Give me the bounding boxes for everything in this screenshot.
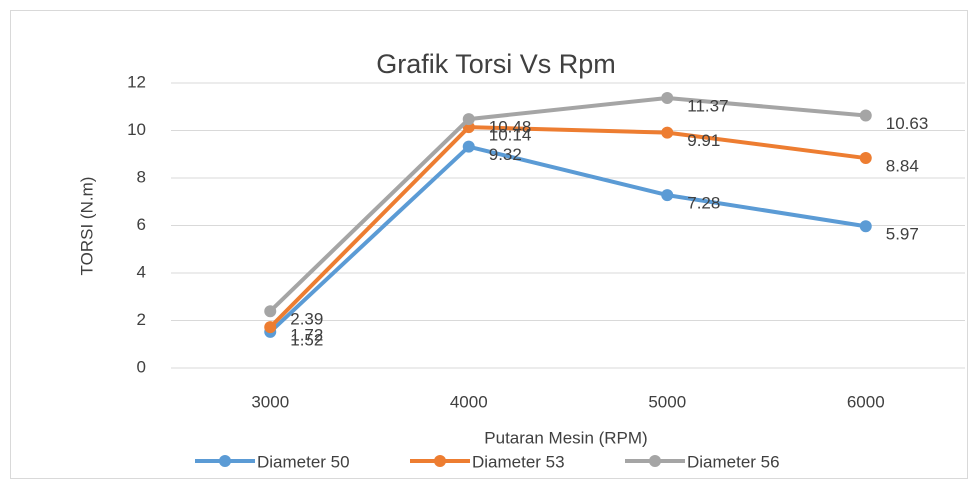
data-point (859, 152, 872, 165)
data-point (661, 91, 674, 104)
data-label: 1.52 (290, 330, 323, 349)
legend-marker (434, 455, 446, 467)
legend-label: Diameter 53 (472, 452, 565, 471)
series-line (268, 95, 866, 313)
data-label: 11.37 (687, 96, 728, 115)
x-tick-label: 5000 (648, 392, 686, 411)
data-label: 10.48 (489, 118, 532, 137)
x-axis-label: Putaran Mesin (RPM) (484, 428, 647, 447)
legend-label: Diameter 50 (257, 452, 350, 471)
data-label: 1.72 (290, 326, 323, 345)
data-point (661, 189, 674, 202)
data-label: 10.63 (886, 114, 929, 133)
data-label: 7.28 (687, 194, 720, 213)
y-tick-label: 12 (127, 72, 146, 91)
data-label: 9.91 (687, 131, 720, 150)
data-point (264, 305, 277, 318)
chart-title: Grafik Torsi Vs Rpm (376, 49, 616, 79)
y-tick-label: 2 (137, 310, 146, 329)
data-point (264, 321, 277, 334)
legend-marker (219, 455, 231, 467)
data-label: 9.32 (489, 145, 522, 164)
legend-label: Diameter 56 (687, 452, 780, 471)
y-tick-label: 4 (137, 262, 146, 281)
legend-marker (649, 455, 661, 467)
data-point (661, 126, 674, 139)
x-tick-label: 6000 (847, 392, 885, 411)
data-label: 2.39 (290, 310, 323, 329)
y-tick-label: 8 (137, 167, 146, 186)
data-point (859, 220, 872, 233)
x-tick-label: 4000 (450, 392, 488, 411)
data-label: 5.97 (886, 225, 919, 244)
y-tick-label: 6 (137, 215, 146, 234)
data-point (462, 113, 475, 126)
chart-border (10, 10, 968, 479)
data-point (462, 140, 475, 153)
y-tick-label: 0 (137, 357, 146, 376)
series-line (268, 144, 867, 334)
data-label: 10.14 (489, 126, 532, 145)
data-point (859, 109, 872, 122)
x-tick-label: 3000 (251, 392, 289, 411)
series-line (268, 125, 867, 329)
y-axis-label: TORSI (N.m) (77, 177, 96, 276)
y-tick-label: 10 (127, 120, 146, 139)
data-label: 8.84 (886, 157, 919, 176)
